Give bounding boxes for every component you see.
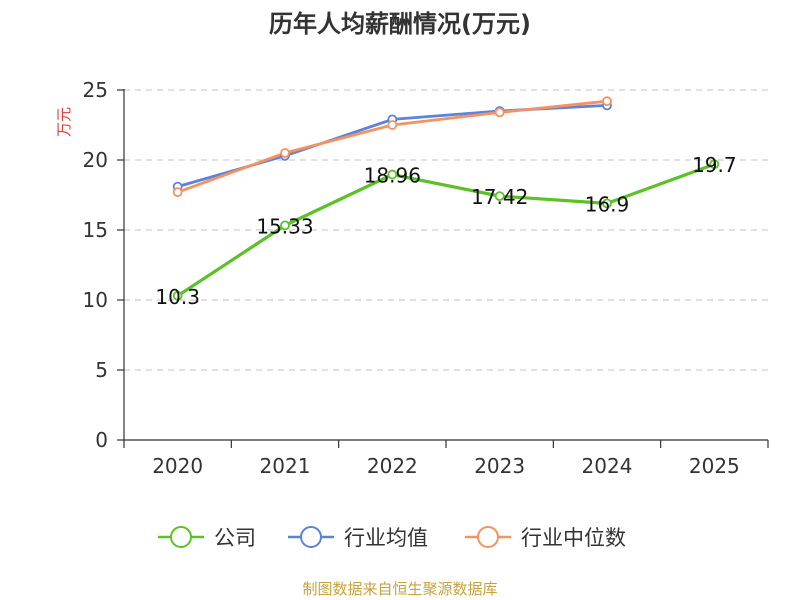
data-point xyxy=(709,159,720,170)
legend[interactable]: 公司 行业均值 行业中位数 xyxy=(158,526,626,550)
data-label: 15.33 xyxy=(256,214,313,238)
legend-marker-icon xyxy=(300,526,322,548)
data-label: 17.42 xyxy=(471,185,528,209)
series-points xyxy=(172,96,720,301)
data-point xyxy=(387,120,398,130)
data-label: 16.9 xyxy=(585,192,630,216)
data-label: 10.3 xyxy=(155,285,200,309)
y-tick-label: 25 xyxy=(83,78,108,102)
data-point xyxy=(494,191,505,202)
y-tick-label: 10 xyxy=(83,288,108,312)
y-tick-label: 15 xyxy=(83,218,108,242)
x-tick-label: 2022 xyxy=(367,454,418,478)
y-tick-label: 20 xyxy=(83,148,108,172)
x-tick-label: 2020 xyxy=(152,454,203,478)
legend-item-1[interactable]: 行业均值 xyxy=(288,526,428,550)
legend-item-0[interactable]: 公司 xyxy=(158,526,256,550)
data-point xyxy=(172,187,183,198)
legend-marker-icon xyxy=(170,526,192,548)
data-point xyxy=(172,290,183,301)
legend-item-2[interactable]: 行业中位数 xyxy=(465,526,626,550)
x-tick-label: 2024 xyxy=(582,454,633,478)
x-tick-label: 2025 xyxy=(689,454,740,478)
data-point xyxy=(280,220,290,231)
data-point xyxy=(602,96,612,107)
axes xyxy=(117,89,769,448)
chart-title: 历年人均薪酬情况(万元) xyxy=(269,10,531,38)
series-line-0 xyxy=(176,162,715,298)
data-label: 18.96 xyxy=(364,164,421,188)
legend-label: 行业中位数 xyxy=(521,526,626,550)
data-point xyxy=(602,198,612,209)
data-label: 19.7 xyxy=(692,153,737,177)
x-tick-label: 2021 xyxy=(260,454,311,478)
data-point xyxy=(280,148,290,158)
y-tick-label: 0 xyxy=(95,428,108,452)
legend-label: 行业均值 xyxy=(344,526,428,550)
y-axis-unit: 万元 xyxy=(55,107,73,137)
y-tick-label: 5 xyxy=(95,358,108,382)
legend-label: 公司 xyxy=(214,526,256,550)
data-labels: 10.3 15.33 18.96 17.42 16.9 19.7 xyxy=(155,153,736,309)
source-note: 制图数据来自恒生聚源数据库 xyxy=(302,580,497,598)
x-tick-label: 2023 xyxy=(474,454,525,478)
data-point xyxy=(494,107,505,118)
data-point xyxy=(387,169,398,180)
legend-marker-icon xyxy=(477,526,499,548)
series-lines xyxy=(176,99,715,298)
grid-lines xyxy=(124,89,768,371)
